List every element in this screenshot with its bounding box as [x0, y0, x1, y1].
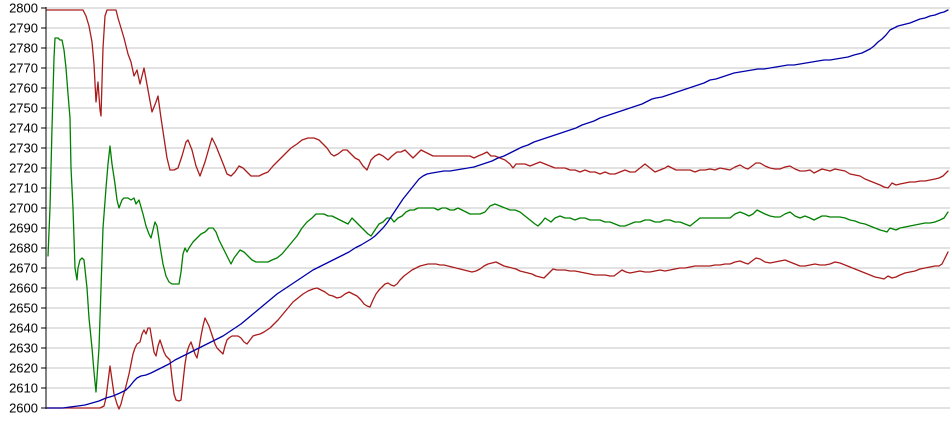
gridline-layer — [46, 7, 950, 409]
y-axis-tick-label: 2750 — [9, 101, 38, 116]
y-axis-labels: 2800 2790 2780 2770 2760 2750 2740 2730 2720 2710… — [9, 1, 38, 416]
series-green-rating-line — [47, 37, 949, 393]
y-axis-tick-label: 2660 — [9, 281, 38, 296]
series-lines — [46, 9, 949, 410]
y-axis-tick-label: 2670 — [9, 261, 38, 276]
y-axis-tick-label: 2700 — [9, 201, 38, 216]
y-axis-tick-label: 2680 — [9, 241, 38, 256]
y-axis-tick-label: 2770 — [9, 61, 38, 76]
series-red-upper-bound-line — [46, 9, 949, 189]
y-axis-tick-label: 2790 — [9, 21, 38, 36]
y-axis-tick-label: 2710 — [9, 181, 38, 196]
y-axis-tick-label: 2720 — [9, 161, 38, 176]
y-axis-tick-label: 2690 — [9, 221, 38, 236]
y-axis-tick-label: 2780 — [9, 41, 38, 56]
series-blue-cumulative-line — [46, 9, 949, 409]
y-axis-tick-label: 2800 — [9, 1, 38, 16]
y-axis-tick-label: 2620 — [9, 361, 38, 376]
y-axis-tick-label: 2650 — [9, 301, 38, 316]
y-axis-tick-label: 2630 — [9, 341, 38, 356]
y-axis-tick-label: 2640 — [9, 321, 38, 336]
y-axis-tick-label: 2600 — [9, 401, 38, 416]
y-axis — [41, 7, 47, 409]
series-red-lower-bound-line — [46, 251, 949, 410]
y-axis-tick-label: 2740 — [9, 121, 38, 136]
y-axis-tick-label: 2730 — [9, 141, 38, 156]
y-axis-tick-label: 2760 — [9, 81, 38, 96]
y-axis-tick-label: 2610 — [9, 381, 38, 396]
